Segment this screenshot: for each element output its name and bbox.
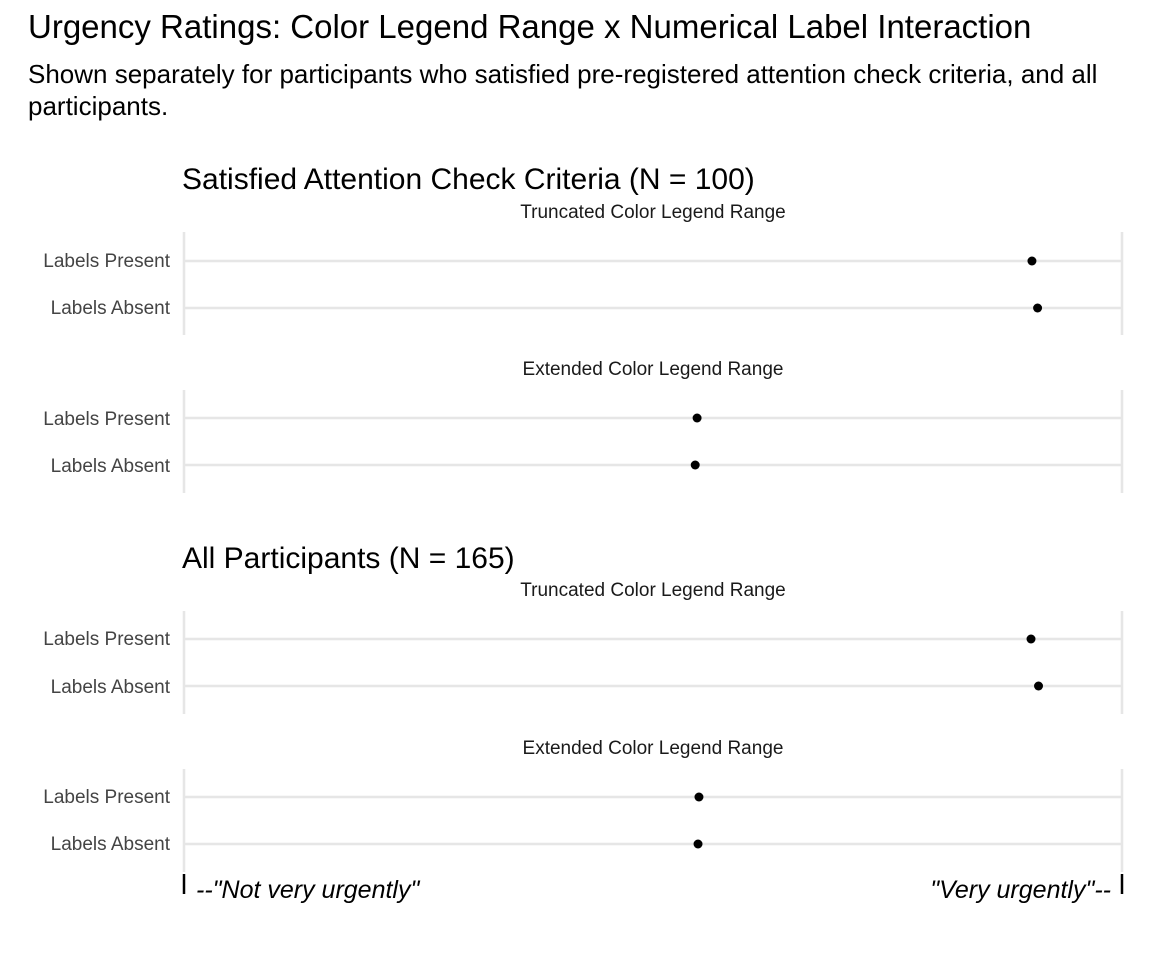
y-tick-label: Labels Absent — [50, 677, 170, 698]
data-point — [1033, 303, 1043, 313]
strip-label: Extended Color Legend Range — [522, 359, 784, 380]
y-tick-label: Labels Absent — [50, 834, 170, 855]
strip-label: Truncated Color Legend Range — [520, 580, 786, 601]
y-tick-label: Labels Present — [43, 787, 170, 808]
data-point — [692, 413, 702, 423]
group-title-attention: Satisfied Attention Check Criteria (N = … — [182, 163, 755, 196]
x-anchor-low: --"Not very urgently" — [196, 876, 420, 904]
y-tick-label: Labels Present — [43, 409, 170, 430]
x-anchor-high: "Very urgently"-- — [930, 876, 1111, 904]
chart-subtitle: Shown separately for participants who sa… — [28, 59, 1098, 121]
strip-label: Truncated Color Legend Range — [520, 202, 786, 223]
data-point — [690, 460, 700, 470]
data-point — [1034, 681, 1044, 691]
data-point — [693, 839, 703, 849]
y-tick-label: Labels Present — [43, 251, 170, 272]
data-point — [1026, 634, 1036, 644]
strip-label: Extended Color Legend Range — [522, 738, 784, 759]
group-title-all: All Participants (N = 165) — [182, 542, 515, 575]
data-point — [1027, 256, 1037, 266]
chart-title: Urgency Ratings: Color Legend Range x Nu… — [28, 8, 1032, 45]
data-point — [694, 792, 704, 802]
y-tick-label: Labels Absent — [50, 456, 170, 477]
y-tick-label: Labels Absent — [50, 298, 170, 319]
y-tick-label: Labels Present — [43, 629, 170, 650]
